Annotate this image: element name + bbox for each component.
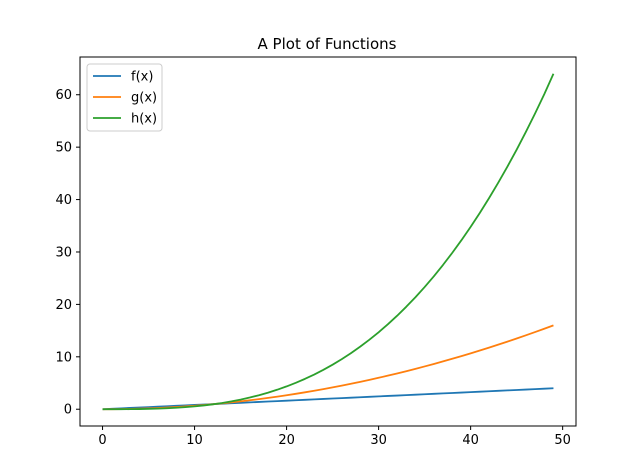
x-tick-label: 0	[98, 433, 106, 448]
legend-label: h(x)	[131, 112, 157, 127]
plot-frame	[79, 56, 577, 427]
legend: f(x) g(x) h(x)	[86, 63, 163, 132]
series-line-fx	[102, 387, 554, 411]
series-line-hx	[102, 73, 555, 411]
y-axis: 0 10 20 30 40 50 60	[55, 88, 80, 418]
x-axis: 0 10 20 30 40 50	[98, 426, 571, 448]
legend-label: g(x)	[131, 91, 157, 106]
y-tick-label: 20	[55, 298, 72, 313]
y-tick-label: 0	[64, 403, 72, 418]
legend-label: f(x)	[131, 70, 153, 85]
y-tick-label: 30	[55, 245, 72, 260]
x-tick-label: 50	[554, 433, 571, 448]
y-tick-label: 50	[55, 141, 72, 156]
y-tick-label: 10	[55, 350, 72, 365]
x-tick-label: 30	[370, 433, 387, 448]
y-tick-label: 40	[55, 193, 72, 208]
x-tick-label: 40	[462, 433, 479, 448]
y-tick-label: 60	[55, 88, 72, 103]
x-tick-label: 20	[278, 433, 295, 448]
legend-box	[86, 63, 163, 132]
series-lines	[102, 73, 555, 411]
chart-title: A Plot of Functions	[258, 35, 397, 53]
x-tick-label: 10	[186, 433, 203, 448]
